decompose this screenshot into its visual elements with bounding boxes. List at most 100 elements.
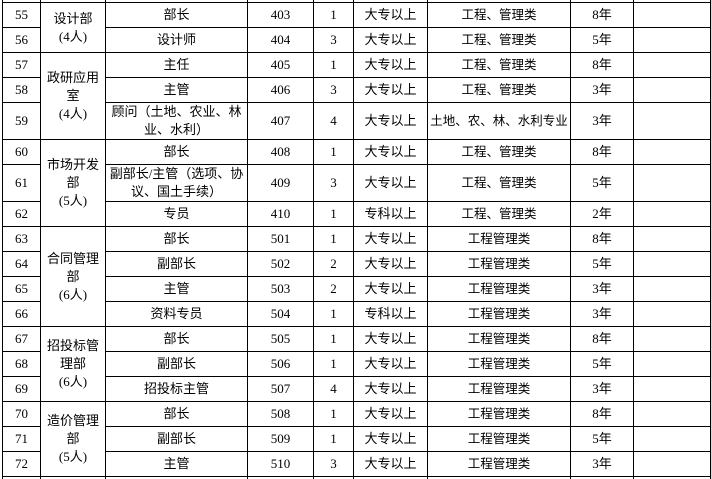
headcount-cell: 1: [313, 52, 354, 78]
headcount-cell: 1: [313, 2, 354, 28]
position-cell: 招投标主管: [105, 376, 248, 402]
experience-cell: 5年: [570, 426, 634, 452]
experience-cell: 8年: [570, 226, 634, 252]
blank-cell: [633, 27, 711, 53]
major-cell: 工程管理类: [427, 376, 571, 402]
row-number-cell: 66: [2, 301, 41, 327]
blank-cell: [633, 251, 711, 277]
code-cell: 509: [247, 426, 314, 452]
major-cell: 工程、管理类: [427, 77, 571, 103]
experience-cell: 5年: [570, 164, 634, 202]
row-number-cell: 59: [2, 102, 41, 140]
row-number-cell: 64: [2, 251, 41, 277]
education-cell: 大专以上: [353, 52, 428, 78]
table-row: 63 合同管理 部 (6人) 部长 501 1 大专以上 工程管理类 8年: [2, 226, 711, 327]
major-cell: 工程、管理类: [427, 201, 571, 227]
major-cell: 工程管理类: [427, 276, 571, 302]
education-cell: 大专以上: [353, 326, 428, 352]
education-cell: 大专以上: [353, 426, 428, 452]
experience-cell: 8年: [570, 401, 634, 427]
code-cell: 406: [247, 77, 314, 103]
major-cell: 工程、管理类: [427, 139, 571, 165]
education-cell: 专科以上: [353, 201, 428, 227]
table-row: 56 设计师 404 3 大专以上 工程、管理类 5年: [2, 27, 711, 53]
blank-cell: [633, 226, 711, 252]
department-cell: 造价管理 部 (5人): [40, 401, 106, 477]
education-cell: 大专以上: [353, 251, 428, 277]
department-cell: 政研应用 室 (4人): [40, 52, 106, 140]
major-cell: 工程管理类: [427, 401, 571, 427]
code-cell: 508: [247, 401, 314, 427]
education-cell: 大专以上: [353, 2, 428, 28]
headcount-cell: 4: [313, 376, 354, 402]
education-cell: 大专以上: [353, 226, 428, 252]
department-cell: 合同管理 部 (6人): [40, 226, 106, 327]
education-cell: 大专以上: [353, 401, 428, 427]
blank-cell: [633, 301, 711, 327]
major-cell: 工程管理类: [427, 226, 571, 252]
major-cell: 工程管理类: [427, 301, 571, 327]
experience-cell: 2年: [570, 201, 634, 227]
row-number-cell: 63: [2, 226, 41, 252]
code-cell: 503: [247, 276, 314, 302]
blank-cell: [633, 426, 711, 452]
headcount-cell: 1: [313, 226, 354, 252]
department-cell: 设计部 (4人): [40, 2, 106, 53]
education-cell: 大专以上: [353, 376, 428, 402]
code-cell: 408: [247, 139, 314, 165]
headcount-cell: 1: [313, 426, 354, 452]
education-cell: 大专以上: [353, 276, 428, 302]
blank-cell: [633, 52, 711, 78]
experience-cell: 5年: [570, 251, 634, 277]
row-number-cell: 60: [2, 139, 41, 165]
experience-cell: 8年: [570, 52, 634, 78]
experience-cell: 3年: [570, 376, 634, 402]
education-cell: 大专以上: [353, 451, 428, 477]
experience-cell: 8年: [570, 326, 634, 352]
position-cell: 主管: [105, 276, 248, 302]
education-cell: 大专以上: [353, 102, 428, 140]
major-cell: 工程管理类: [427, 351, 571, 377]
position-cell: 部长: [105, 139, 248, 165]
blank-cell: [633, 164, 711, 202]
headcount-cell: 4: [313, 102, 354, 140]
code-cell: 506: [247, 351, 314, 377]
blank-cell: [633, 2, 711, 28]
table-row: 71 副部长 509 1 大专以上 工程管理类 5年: [2, 426, 711, 452]
major-cell: 工程、管理类: [427, 52, 571, 78]
table-row: 67 招投标管 理部 (6人) 部长 505 1 大专以上 工程管理类 8年: [2, 326, 711, 402]
education-cell: 大专以上: [353, 27, 428, 53]
table-row: 65 主管 503 2 大专以上 工程管理类 3年: [2, 276, 711, 302]
code-cell: 410: [247, 201, 314, 227]
headcount-cell: 3: [313, 27, 354, 53]
position-cell: 主管: [105, 451, 248, 477]
headcount-cell: 3: [313, 164, 354, 202]
row-number-cell: 55: [2, 2, 41, 28]
blank-cell: [633, 102, 711, 140]
education-cell: 大专以上: [353, 164, 428, 202]
experience-cell: 8年: [570, 2, 634, 28]
blank-cell: [633, 139, 711, 165]
department-cell: 招投标管 理部 (6人): [40, 326, 106, 402]
position-cell: 主管: [105, 77, 248, 103]
education-cell: 大专以上: [353, 139, 428, 165]
experience-cell: 3年: [570, 301, 634, 327]
code-cell: 403: [247, 2, 314, 28]
experience-cell: 5年: [570, 351, 634, 377]
position-cell: 设计师: [105, 27, 248, 53]
table-row: 69 招投标主管 507 4 大专以上 工程管理类 3年: [2, 376, 711, 402]
row-number-cell: 72: [2, 451, 41, 477]
table-row: 58 主管 406 3 大专以上 工程、管理类 3年: [2, 77, 711, 103]
code-cell: 504: [247, 301, 314, 327]
row-number-cell: 67: [2, 326, 41, 352]
position-cell: 主任: [105, 52, 248, 78]
code-cell: 405: [247, 52, 314, 78]
table-row: 68 副部长 506 1 大专以上 工程管理类 5年: [2, 351, 711, 377]
partial-row-bottom: [2, 476, 711, 479]
row-number-cell: 70: [2, 401, 41, 427]
row-number-cell: 56: [2, 27, 41, 53]
table-row: 70 造价管理 部 (5人) 部长 508 1 大专以上 工程管理类 8年: [2, 401, 711, 477]
row-number-cell: 57: [2, 52, 41, 78]
